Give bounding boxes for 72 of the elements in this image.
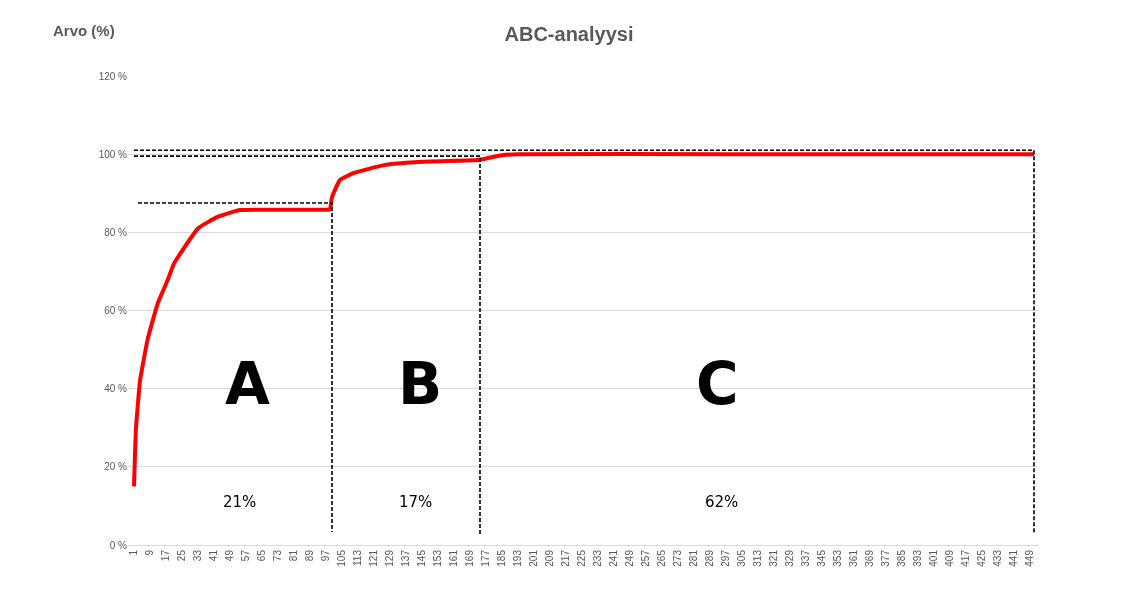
x-tick-label: 57 [240,549,252,562]
x-tick-label: 377 [880,549,892,567]
x-tick-label: 393 [912,549,924,567]
x-tick-label: 217 [560,549,572,567]
x-tick-label: 41 [208,549,220,562]
annotation: 21% [223,493,257,511]
annotation: 17% [399,493,433,511]
x-tick-label: 49 [224,549,236,562]
y-tick-label: 60 % [104,305,128,316]
x-tick-label: 441 [1008,549,1020,567]
x-tick-label: 73 [272,549,284,562]
x-tick-label: 225 [576,549,588,567]
x-tick-label: 321 [768,549,780,567]
x-tick-label: 417 [960,549,972,567]
y-tick-label: 120 % [98,70,128,82]
x-tick-label: 9 [144,549,156,556]
x-tick-label: 361 [848,549,860,567]
x-tick-label: 241 [608,549,620,567]
x-tick-label: 297 [720,549,732,567]
x-tick-label: 65 [256,549,268,562]
x-tick-label: 449 [1024,549,1036,567]
x-tick-label: 89 [304,549,316,562]
x-tick-label: 121 [368,549,380,567]
x-tick-label: 329 [784,549,796,567]
x-tick-label: 313 [752,549,764,567]
x-tick-label: 201 [528,549,540,567]
x-tick-label: 1 [128,549,140,556]
x-tick-label: 145 [416,549,428,567]
x-tick-label: 433 [992,549,1004,567]
x-tick-label: 25 [176,549,188,562]
x-tick-label: 385 [896,549,908,567]
y-axis-title: Arvo (%) [53,22,115,39]
x-tick-label: 289 [704,549,716,567]
annotation: A [225,350,270,418]
x-tick-label: 353 [832,549,844,567]
x-tick-label: 345 [816,549,828,567]
y-tick-label: 0 % [109,539,128,551]
chart-title: ABC-analyysi [504,22,634,45]
x-tick-label: 249 [624,549,636,567]
x-tick-label: 369 [864,549,876,567]
x-tick-label: 401 [928,549,940,567]
x-tick-label: 281 [688,549,700,567]
annotation: C [696,350,739,418]
x-tick-label: 129 [384,549,396,567]
x-tick-label: 113 [352,549,364,566]
y-tick-label: 100 % [98,148,128,160]
x-tick-label: 209 [544,549,556,567]
x-tick-label: 185 [496,549,508,567]
x-tick-label: 409 [944,549,956,567]
x-tick-label: 17 [160,549,172,562]
x-tick-label: 305 [736,549,748,567]
x-tick-label: 265 [656,549,668,567]
x-tick-label: 425 [976,549,988,567]
x-tick-label: 177 [480,549,492,567]
x-tick-label: 33 [192,549,204,562]
x-tick-label: 153 [432,549,444,567]
annotation: B [398,350,443,418]
x-tick-label: 137 [400,549,412,567]
y-tick-label: 40 % [104,383,128,395]
x-tick-label: 169 [464,549,476,567]
x-tick-label: 193 [512,549,524,567]
x-tick-label: 97 [320,549,332,562]
x-tick-label: 337 [800,549,812,567]
y-tick-label: 80 % [104,226,128,238]
x-tick-label: 233 [592,549,604,567]
x-tick-label: 81 [288,549,300,562]
x-tick-label: 105 [336,549,348,567]
annotation: 62% [705,493,739,511]
x-tick-label: 273 [672,549,684,567]
x-tick-label: 161 [448,549,460,567]
y-tick-label: 20 % [104,461,128,473]
x-tick-label: 257 [640,549,652,567]
